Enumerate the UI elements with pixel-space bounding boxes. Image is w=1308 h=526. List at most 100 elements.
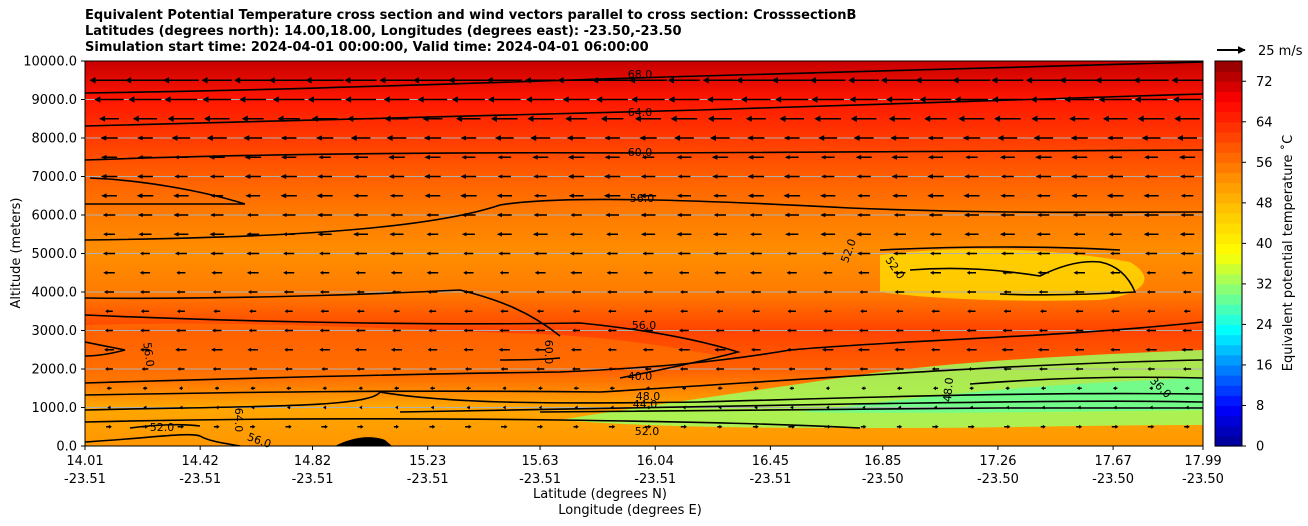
- wind-vector: [676, 212, 692, 218]
- wind-vector: [890, 135, 909, 141]
- wind-vector: [1181, 270, 1193, 275]
- wind-vector: [426, 232, 439, 237]
- wind-vector: [179, 386, 183, 391]
- wind-vector: [1033, 135, 1054, 141]
- wind-vector: [678, 347, 690, 352]
- x-tick-label-lat: 16.85: [864, 454, 901, 469]
- wind-vector: [1174, 115, 1200, 122]
- wind-vector: [1111, 367, 1119, 371]
- wind-vector: [888, 115, 911, 122]
- wind-vector: [206, 134, 227, 142]
- colorbar-segment: [1215, 202, 1242, 214]
- wind-vector: [1000, 193, 1015, 198]
- wind-vector: [568, 174, 585, 179]
- wind-vector: [99, 115, 119, 122]
- wind-vector: [1039, 328, 1048, 333]
- wind-vector: [534, 270, 546, 275]
- wind-vector: [350, 135, 371, 141]
- wind-vector: [491, 115, 518, 122]
- wind-vector: [714, 347, 726, 352]
- wind-vector: [424, 173, 441, 180]
- wind-vector: [824, 424, 831, 429]
- wind-vector: [609, 386, 615, 391]
- wind-vector: [1177, 134, 1197, 142]
- wind-vector: [608, 424, 616, 429]
- wind-vector: [496, 193, 512, 199]
- wind-vector: [640, 174, 656, 179]
- contour-line: [85, 61, 1203, 94]
- wind-vector: [1037, 270, 1049, 275]
- wind-vector: [1035, 154, 1052, 160]
- wind-vector: [567, 154, 585, 160]
- wind-vector: [820, 155, 835, 160]
- wind-vector: [177, 367, 185, 371]
- wind-vector: [1143, 232, 1159, 237]
- wind-vector: [100, 135, 118, 141]
- wind-vector: [102, 213, 116, 217]
- wind-vector: [105, 328, 113, 333]
- wind-vector: [174, 174, 188, 179]
- wind-vector: [353, 231, 368, 237]
- colorbar-segment: [1215, 81, 1242, 92]
- wind-vector: [820, 212, 836, 218]
- wind-vector: [527, 115, 553, 122]
- colorbar-segment: [1215, 294, 1242, 305]
- wind-vector: [717, 386, 723, 391]
- wind-vector: [204, 115, 230, 122]
- wind-vector: [427, 290, 438, 294]
- wind-vector: [1000, 174, 1014, 179]
- wind-vector: [997, 135, 1018, 141]
- wind-vector: [631, 96, 665, 103]
- wind-vector: [163, 77, 199, 84]
- wind-vector: [640, 232, 656, 237]
- wind-vector: [674, 135, 694, 141]
- wind-vector: [1031, 115, 1056, 122]
- wind-vector: [322, 386, 327, 391]
- wind-vector: [355, 270, 366, 275]
- wind-vector: [1071, 154, 1088, 160]
- wind-vector: [644, 367, 652, 371]
- wind-vector: [393, 424, 399, 429]
- colorbar-segment: [1215, 273, 1242, 285]
- wind-vector: [751, 328, 760, 333]
- wind-vector: [105, 367, 113, 371]
- wind-vector: [1137, 115, 1165, 122]
- wind-vector: [393, 309, 400, 314]
- contour-label: 40.0: [628, 370, 653, 383]
- wind-vector: [1110, 270, 1121, 275]
- wind-vector: [1143, 212, 1159, 218]
- quiver-key-label: 25 m/s: [1258, 44, 1303, 59]
- wind-vector: [174, 251, 187, 256]
- contour-line: [879, 246, 1137, 296]
- wind-vector: [281, 212, 296, 218]
- wind-vector: [234, 77, 272, 84]
- wind-vector: [1184, 386, 1190, 391]
- wind-vector: [966, 328, 977, 333]
- wind-vector: [1075, 367, 1084, 371]
- wind-vector: [248, 290, 258, 294]
- contour-line: [969, 376, 1203, 385]
- wind-vector: [963, 212, 979, 218]
- wind-vector: [566, 135, 586, 141]
- wind-vector: [1182, 290, 1192, 294]
- wind-vector: [499, 270, 509, 275]
- wind-vector: [787, 309, 796, 314]
- colorbar-segment: [1215, 314, 1242, 326]
- wind-vector: [283, 270, 295, 275]
- colorbar-segment: [1215, 131, 1242, 143]
- wind-vector: [282, 232, 295, 237]
- wind-vector: [241, 115, 264, 122]
- wind-vector: [965, 251, 977, 256]
- wind-vector: [497, 155, 512, 160]
- wind-vector: [640, 212, 656, 218]
- wind-vector: [215, 405, 219, 410]
- wind-vector: [239, 96, 267, 103]
- wind-vector: [284, 328, 293, 333]
- wind-vector: [137, 174, 153, 179]
- wind-vector: [822, 347, 834, 352]
- wind-vector: [1038, 290, 1048, 294]
- wind-vector: [1073, 270, 1085, 275]
- x-tick-label-lon: -23.51: [749, 472, 791, 487]
- wind-vector: [317, 174, 332, 179]
- wind-vector: [849, 96, 878, 103]
